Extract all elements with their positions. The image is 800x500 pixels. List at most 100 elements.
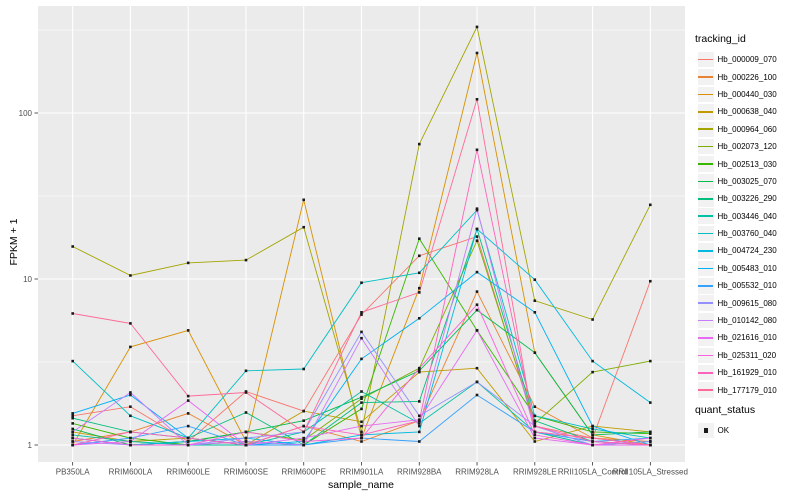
data-point [649,432,652,435]
legend-key-swatch [698,330,714,346]
data-point [71,412,74,415]
legend-item-label: Hb_021616_010 [717,333,777,343]
data-point [533,440,537,443]
line-swatch-icon [698,284,714,287]
data-point [302,443,305,447]
data-point [533,414,537,418]
data-point [71,427,74,431]
data-point [533,430,537,434]
legend-item: Hb_003226_290 [698,190,777,207]
data-point [71,416,74,420]
data-point [71,443,74,447]
legend-item: Hb_002073_120 [698,138,777,155]
data-point [244,430,248,434]
data-point [649,279,652,283]
data-point [418,400,421,403]
data-point [418,440,421,443]
line-swatch-icon [698,232,714,235]
legend-item: Hb_000964_060 [698,121,777,138]
legend-key-swatch [698,156,714,172]
data-point [302,430,305,434]
line-swatch-icon [698,250,714,252]
legend-key-swatch [698,86,714,103]
data-point [360,436,363,440]
data-point [71,414,74,418]
data-point [360,357,363,361]
x-tick-label: RRIM600SE [224,468,268,477]
data-point [475,329,479,332]
legend-item: Hb_003446_040 [698,208,777,225]
data-point [418,414,421,418]
data-point [186,261,190,265]
data-point [591,424,594,428]
legend-item: Hb_161929_010 [698,364,777,381]
x-tick-label: RRIM928LE [513,468,557,477]
data-point [360,433,363,437]
data-point [418,254,421,258]
line-swatch-icon [698,215,714,217]
data-point [475,239,479,242]
legend-item: Hb_177179_010 [698,381,777,398]
data-point [360,420,363,424]
legend-item: Hb_002513_030 [698,155,777,172]
data-point [649,436,652,440]
legend-item-label: Hb_000638_040 [717,107,777,117]
data-point [71,436,74,440]
legend-key-swatch [698,312,714,329]
data-point [129,393,132,397]
line-swatch-icon [698,76,714,78]
legend-item-label: Hb_003446_040 [717,211,777,221]
legend-key-swatch [698,260,714,277]
data-point [533,419,537,422]
data-point [186,412,190,415]
line-swatch-icon [698,180,714,183]
data-point [71,359,74,363]
data-point [360,424,363,428]
legend-item-label: Hb_003025_070 [717,176,777,186]
legend-key-swatch [698,173,714,190]
data-point [360,430,363,434]
legend-item: Hb_005483_010 [698,260,777,277]
y-axis-title: FPKM + 1 [8,218,20,266]
data-point [475,380,479,384]
data-point [418,142,421,146]
data-point [71,245,74,248]
legend-item-label: Hb_005483_010 [717,263,777,273]
data-point [71,430,74,434]
legend-key-swatch [698,138,714,155]
line-swatch-icon [698,198,714,200]
data-point [186,424,190,428]
line-swatch-icon [698,111,714,113]
data-point [71,312,74,315]
data-point [649,359,652,363]
x-tick-label: RRIM928BA [397,468,442,477]
line-swatch-icon [698,319,714,322]
data-point [418,366,421,370]
x-tick-label: PB350LA [56,468,90,477]
data-point [302,225,305,229]
legend-key-swatch [698,243,714,259]
data-point [129,436,132,440]
data-point [475,148,479,152]
data-point [302,367,305,371]
legend-item-label: Hb_161929_010 [717,368,777,378]
legend-key-swatch [698,104,714,120]
data-point [129,430,132,434]
data-point [360,313,363,316]
data-point [418,419,421,422]
data-point [591,443,594,447]
data-point [591,370,594,374]
data-point [244,443,248,447]
legend-item: Hb_021616_010 [698,329,777,346]
legend-item-label: Hb_000009_070 [717,55,777,65]
data-point [418,291,421,294]
data-point [533,433,537,437]
data-point [360,440,363,443]
data-point [360,311,363,314]
data-point [302,440,305,443]
data-point [533,424,537,428]
data-point [591,440,594,443]
legend-key-swatch [698,121,714,137]
legend: Hb_000009_070 Hb_000226_100 Hb_000440_030 H… [698,51,777,399]
legend-item-label: Hb_009615_080 [717,298,777,308]
